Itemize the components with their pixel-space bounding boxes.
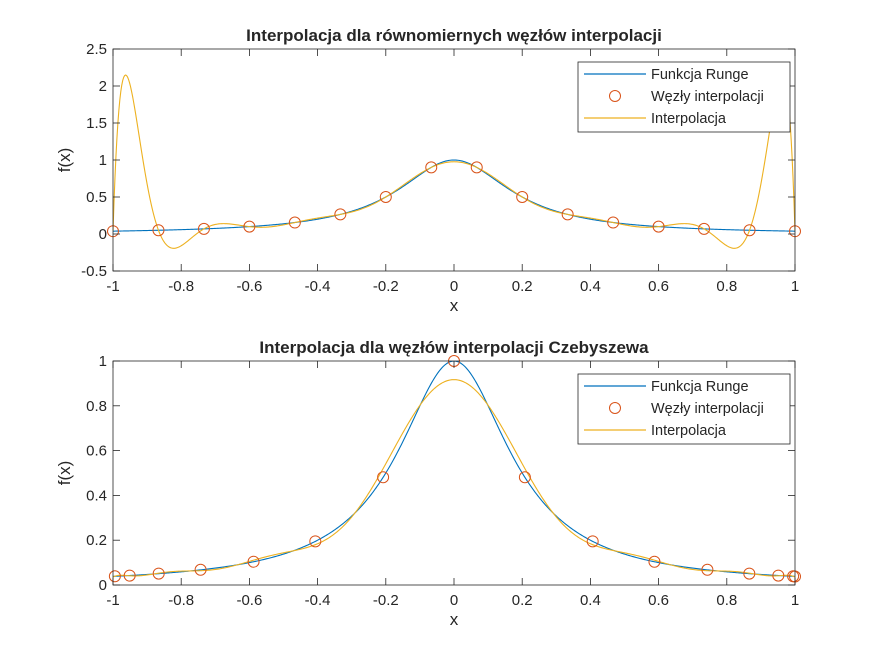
- plot-chebyshev: -1 -0.8 -0.6 -0.4 -0.2 0 0.2 0.4 0.6 0.8 1 0 0.2 0.4 0…: [55, 338, 801, 629]
- interpolation-node-marker: [425, 161, 438, 174]
- interpolation-node-marker: [194, 563, 207, 576]
- y-tick-label: 0.2: [86, 532, 107, 549]
- interpolation-node-marker: [648, 555, 661, 568]
- legend: Funkcja Runge Węzły interpolacji Interpola…: [577, 373, 791, 445]
- x-tick-label: 0.6: [648, 592, 669, 609]
- x-tick-label: -0.4: [305, 592, 331, 609]
- legend-label: Interpolacja: [651, 111, 727, 127]
- interpolation-node-marker: [197, 222, 210, 235]
- x-tick-label: -0.2: [373, 278, 399, 295]
- x-tick-label: 0.2: [512, 278, 533, 295]
- runge-function-line: [113, 361, 795, 577]
- y-axis-label: f(x): [55, 148, 74, 173]
- plot-equidistant: -1 -0.8 -0.6 -0.4 -0.2 0 0.2 0.4 0.6 0.8 1 -0.5 0 0.5…: [55, 26, 801, 315]
- y-tick-label: 0: [99, 226, 107, 243]
- runge-function-line: [113, 159, 795, 232]
- interpolation-node-marker: [586, 535, 599, 548]
- x-tick-label: 0.2: [512, 592, 533, 609]
- interpolation-node-marker: [743, 224, 756, 237]
- interpolation-line: [113, 74, 795, 249]
- legend-label: Interpolacja: [651, 423, 727, 439]
- legend-marker-nodes: [609, 402, 621, 414]
- x-axis-label: x: [450, 296, 459, 315]
- interpolation-node-marker: [652, 220, 665, 233]
- y-tick-label: 1.5: [86, 115, 107, 132]
- x-tick-label: 0: [450, 278, 458, 295]
- interpolation-node-marker: [309, 535, 322, 548]
- x-tick-label: -1: [106, 278, 119, 295]
- y-tick-label: 0.8: [86, 398, 107, 415]
- interpolation-node-marker: [470, 161, 483, 174]
- y-tick-label: 1: [99, 353, 107, 370]
- legend-label: Funkcja Runge: [651, 379, 749, 395]
- interpolation-node-marker: [561, 208, 574, 221]
- interpolation-node-marker: [152, 224, 165, 237]
- plot-curves: [113, 361, 795, 578]
- x-tick-label: 0.8: [716, 278, 737, 295]
- x-tick-label: -0.6: [236, 278, 262, 295]
- legend: Funkcja Runge Węzły interpolacji Interpola…: [577, 61, 791, 133]
- legend-label: Węzły interpolacji: [651, 401, 764, 417]
- legend-marker-nodes: [609, 90, 621, 102]
- y-tick-label: 2: [99, 78, 107, 95]
- interpolation-node-marker: [607, 216, 620, 229]
- interpolation-node-marker: [288, 216, 301, 229]
- x-tick-label: -0.8: [168, 278, 194, 295]
- legend-label: Funkcja Runge: [651, 67, 749, 83]
- x-tick-label: -0.4: [305, 278, 331, 295]
- interpolation-node-marker: [334, 208, 347, 221]
- legend-label: Węzły interpolacji: [651, 89, 764, 105]
- interpolation-node-marker: [743, 567, 756, 580]
- x-tick-label: -1: [106, 592, 119, 609]
- interpolation-line: [113, 379, 795, 578]
- y-tick-label: -0.5: [81, 263, 107, 280]
- plot-curves: [113, 74, 795, 249]
- interpolation-node-marker: [243, 220, 256, 233]
- y-axis-label: f(x): [55, 461, 74, 486]
- y-tick-label: 1: [99, 152, 107, 169]
- x-tick-label: 0.6: [648, 278, 669, 295]
- y-tick-label: 0.6: [86, 443, 107, 460]
- y-tick-label: 0.5: [86, 189, 107, 206]
- chart-title: Interpolacja dla węzłów interpolacji Cze…: [259, 338, 649, 357]
- chart-title: Interpolacja dla równomiernych węzłów in…: [246, 26, 662, 45]
- x-tick-label: 1: [791, 592, 799, 609]
- interpolation-node-marker: [108, 570, 121, 583]
- x-tick-label: 0.4: [580, 592, 601, 609]
- x-tick-label: -0.6: [236, 592, 262, 609]
- y-tick-label: 0: [99, 577, 107, 594]
- x-tick-label: 1: [791, 278, 799, 295]
- interpolation-node-marker: [152, 567, 165, 580]
- x-axis-label: x: [450, 610, 459, 629]
- x-tick-label: 0.4: [580, 278, 601, 295]
- interpolation-node-marker: [377, 471, 390, 484]
- interpolation-node-marker: [516, 191, 529, 203]
- y-tick-label: 0.4: [86, 487, 107, 504]
- x-tick-label: -0.2: [373, 592, 399, 609]
- interpolation-node-marker: [518, 471, 531, 484]
- y-tick-label: 2.5: [86, 41, 107, 58]
- interpolation-node-marker: [379, 191, 392, 203]
- interpolation-node-marker: [701, 563, 714, 576]
- interpolation-node-marker: [247, 555, 260, 568]
- x-tick-label: 0: [450, 592, 458, 609]
- interpolation-node-marker: [123, 569, 136, 582]
- x-tick-label: 0.8: [716, 592, 737, 609]
- interpolation-node-marker: [698, 222, 711, 235]
- x-tick-label: -0.8: [168, 592, 194, 609]
- interpolation-node-marker: [772, 569, 785, 582]
